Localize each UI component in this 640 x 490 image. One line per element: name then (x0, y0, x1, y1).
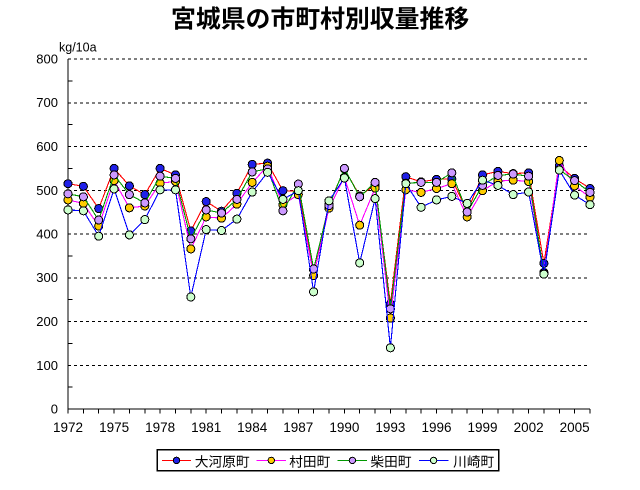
svg-text:1981: 1981 (191, 420, 221, 435)
svg-text:200: 200 (36, 314, 58, 329)
svg-text:500: 500 (36, 183, 58, 198)
svg-text:100: 100 (36, 358, 58, 373)
svg-text:1993: 1993 (375, 420, 405, 435)
svg-text:400: 400 (36, 227, 58, 242)
svg-text:700: 700 (36, 95, 58, 110)
svg-text:1996: 1996 (421, 420, 451, 435)
svg-text:kg/10a: kg/10a (59, 41, 97, 55)
svg-text:1987: 1987 (283, 420, 313, 435)
svg-text:2005: 2005 (560, 420, 590, 435)
svg-text:600: 600 (36, 139, 58, 154)
svg-text:0: 0 (51, 402, 58, 417)
svg-text:1975: 1975 (99, 420, 129, 435)
svg-text:1978: 1978 (145, 420, 175, 435)
svg-text:300: 300 (36, 270, 58, 285)
svg-text:1984: 1984 (237, 420, 268, 435)
svg-text:800: 800 (36, 52, 58, 67)
svg-text:1972: 1972 (53, 420, 83, 435)
svg-text:2002: 2002 (514, 420, 544, 435)
svg-text:1990: 1990 (329, 420, 359, 435)
svg-text:1999: 1999 (467, 420, 497, 435)
